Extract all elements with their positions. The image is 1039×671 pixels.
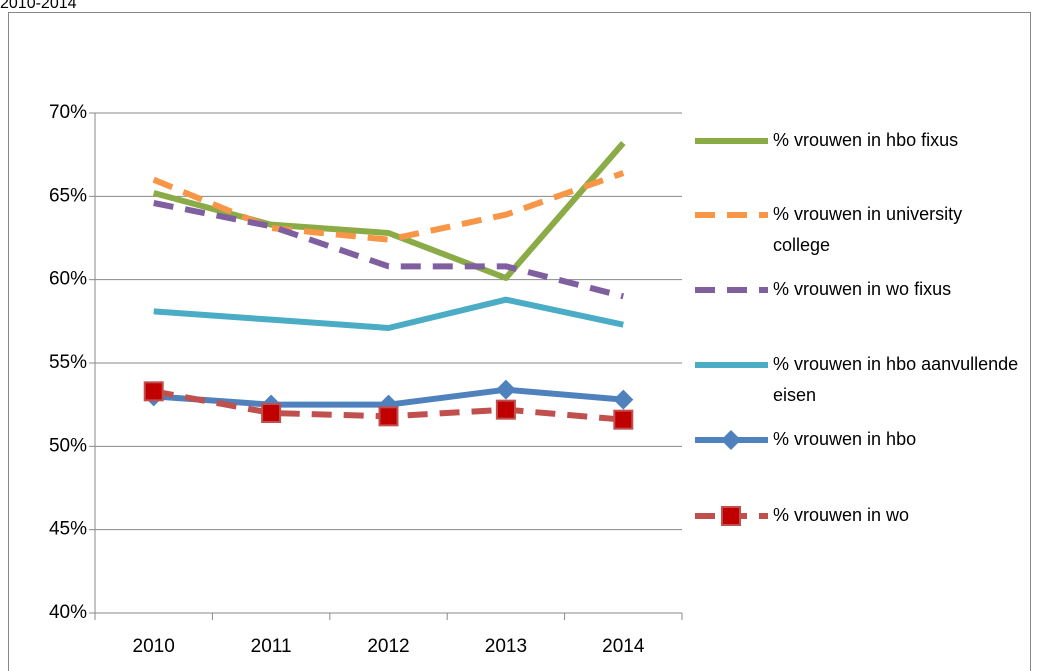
y-tick-label: 65% (49, 185, 87, 206)
x-tick-label: 2012 (367, 636, 409, 657)
series (153, 296, 624, 331)
marker (495, 379, 516, 400)
x-tick-label: 2011 (251, 636, 292, 657)
series-line (152, 141, 626, 281)
marker (613, 409, 634, 430)
y-tick-label: 40% (49, 602, 87, 623)
series (153, 200, 625, 300)
y-tick-label: 50% (49, 435, 87, 456)
series (152, 141, 626, 281)
y-tick-label: 55% (49, 352, 87, 373)
legend-label: % vrouwen in hbo aanvullende eisen (773, 354, 1019, 405)
series (143, 381, 634, 430)
legend-label: % vrouwen in wo (773, 505, 910, 525)
x-tick-label: 2010 (133, 636, 175, 657)
series-line (153, 200, 625, 300)
legend-label: % vrouwen in wo fixus (773, 279, 952, 299)
marker (613, 389, 634, 410)
marker (378, 406, 399, 427)
chart-border (8, 12, 1031, 671)
x-tick-label: 2013 (485, 636, 527, 657)
y-tick-label: 45% (49, 519, 87, 540)
marker (721, 430, 741, 450)
marker (495, 399, 516, 420)
y-tick-label: 60% (49, 269, 87, 290)
series-line (153, 296, 624, 331)
legend-label: % vrouwen in hbo (773, 429, 917, 449)
y-tick-label: 70% (49, 102, 87, 123)
chart-title: 2010-2014 (0, 0, 77, 12)
marker (721, 506, 741, 526)
marker (261, 403, 282, 423)
marker (143, 381, 164, 402)
x-tick-label: 2014 (602, 636, 645, 657)
legend-label: % vrouwen in hbo fixus (773, 130, 959, 150)
legend-label: % vrouwen in university college (773, 204, 963, 255)
